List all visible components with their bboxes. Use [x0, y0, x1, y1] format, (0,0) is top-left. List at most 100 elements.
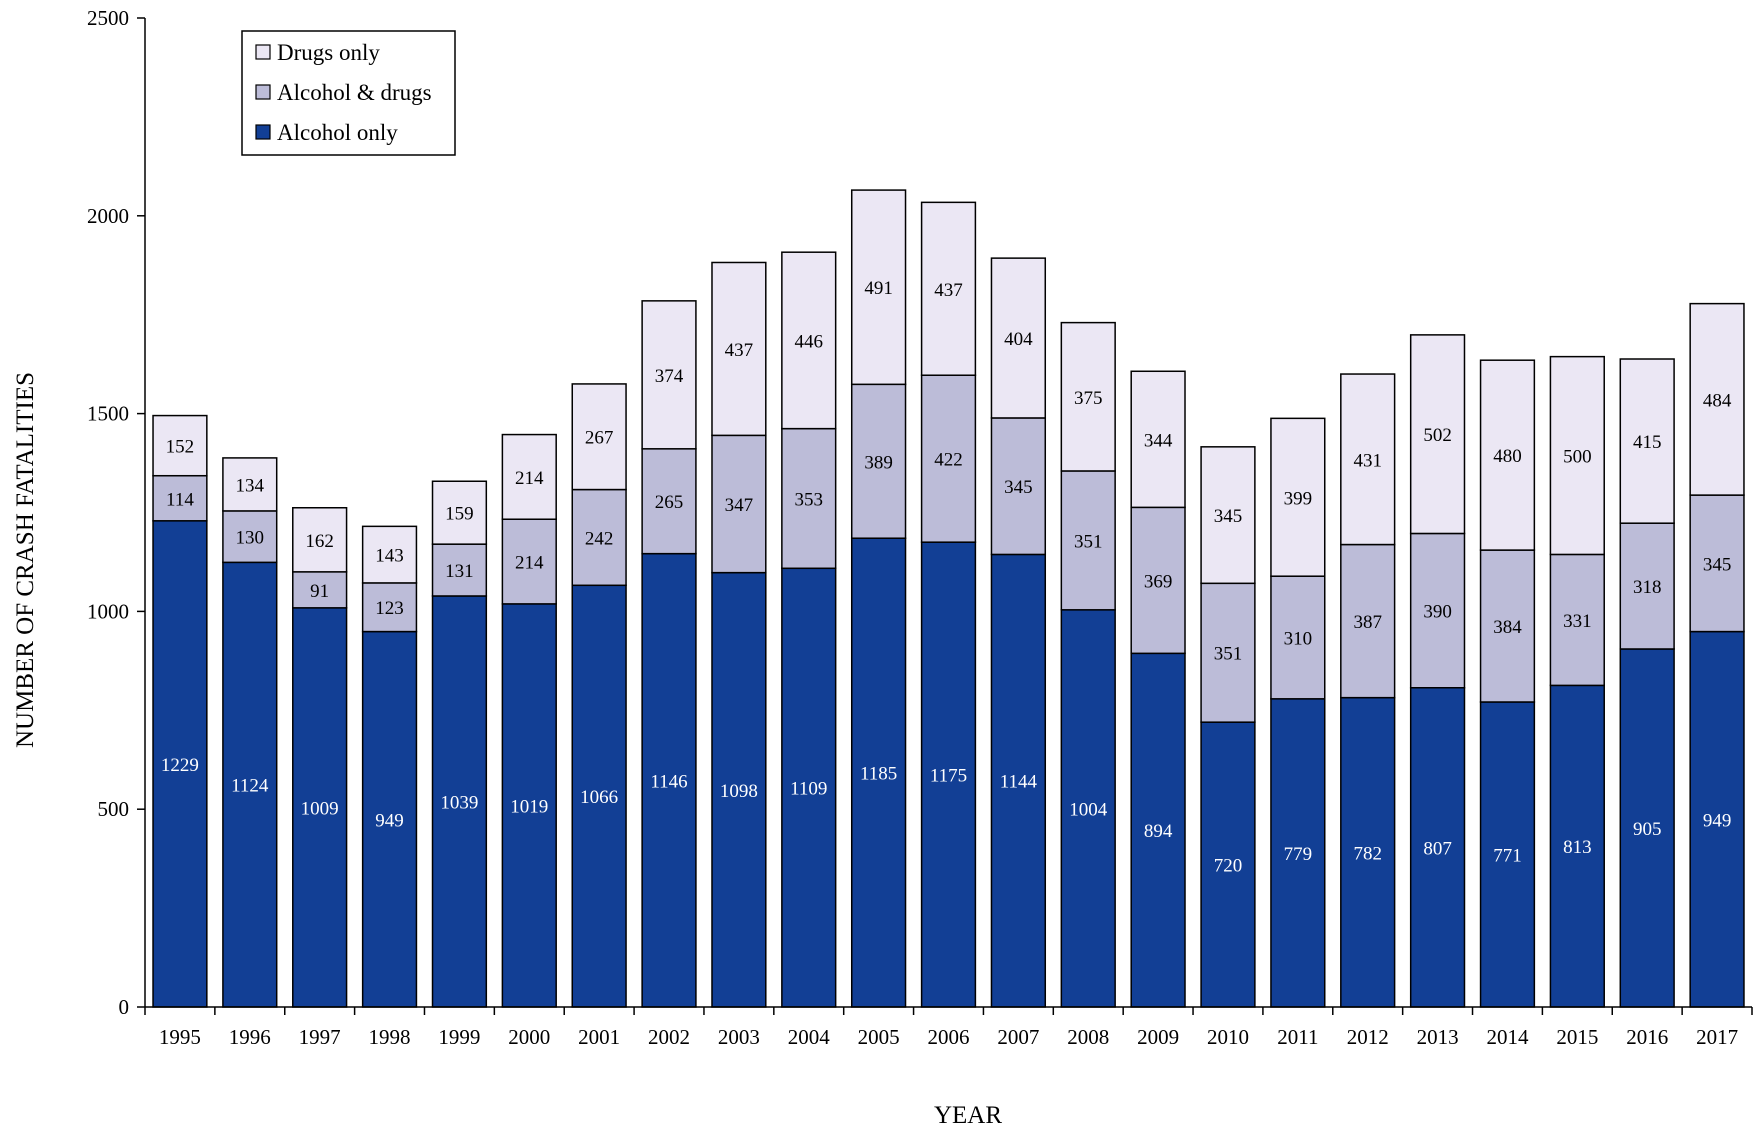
data-label-alcohol-drugs-1999: 131 — [445, 561, 474, 582]
bar-alcohol-drugs-2000 — [501, 518, 557, 605]
x-tick-label: 1995 — [159, 1025, 201, 1049]
data-label-alcohol-drugs-2010: 351 — [1214, 644, 1243, 665]
data-label-drugs-only-2015: 500 — [1563, 447, 1592, 468]
bar-drugs-only-2001 — [571, 383, 627, 491]
data-label-alcohol-only-2015: 813 — [1563, 837, 1592, 858]
bar-drugs-only-2013 — [1409, 334, 1466, 535]
data-label-alcohol-only-2008: 1004 — [1069, 799, 1108, 820]
bar-drugs-only-1998 — [361, 525, 418, 584]
bar-alcohol-drugs-1998 — [361, 582, 418, 633]
bar-drugs-only-2003 — [711, 261, 767, 437]
x-tick-label: 2001 — [578, 1025, 620, 1049]
x-tick-label: 2007 — [997, 1025, 1039, 1049]
data-label-alcohol-drugs-2016: 318 — [1633, 577, 1662, 598]
data-label-drugs-only-2014: 480 — [1493, 446, 1522, 467]
data-label-alcohol-drugs-2002: 265 — [655, 492, 684, 513]
data-label-drugs-only-1995: 152 — [166, 437, 195, 458]
bar-alcohol-only-2001 — [571, 584, 627, 1008]
data-label-alcohol-drugs-1997: 91 — [310, 581, 329, 602]
x-tick-label: 2016 — [1626, 1025, 1668, 1049]
legend-swatch-drugs-only — [255, 44, 271, 60]
data-label-alcohol-drugs-2007: 345 — [1004, 477, 1033, 498]
data-label-drugs-only-1996: 134 — [236, 475, 265, 496]
data-label-alcohol-only-2011: 779 — [1284, 844, 1313, 865]
bar-drugs-only-2007 — [990, 257, 1047, 419]
x-tick-label: 2012 — [1347, 1025, 1389, 1049]
data-label-drugs-only-2001: 267 — [585, 428, 614, 449]
data-label-alcohol-drugs-2013: 390 — [1423, 602, 1452, 623]
data-label-drugs-only-2011: 399 — [1284, 488, 1313, 509]
data-label-drugs-only-2017: 484 — [1703, 390, 1732, 411]
y-tick-label: 500 — [98, 797, 130, 821]
data-label-alcohol-only-2012: 782 — [1353, 843, 1382, 864]
bar-alcohol-drugs-1996 — [222, 510, 278, 564]
data-label-alcohol-drugs-2005: 389 — [864, 452, 893, 473]
legend-label-alcohol-drugs: Alcohol & drugs — [277, 80, 432, 105]
bar-alcohol-only-2000 — [501, 603, 557, 1008]
legend-swatch-alcohol-drugs — [255, 84, 271, 100]
data-label-alcohol-only-2013: 807 — [1423, 838, 1452, 859]
bar-alcohol-drugs-2016 — [1619, 522, 1675, 650]
legend-label-alcohol-only: Alcohol only — [277, 120, 398, 145]
data-label-drugs-only-2006: 437 — [934, 280, 963, 301]
bar-drugs-only-2010 — [1200, 446, 1256, 585]
bar-alcohol-drugs-2001 — [571, 488, 627, 587]
data-label-alcohol-drugs-2000: 214 — [515, 553, 544, 574]
bar-alcohol-only-2012 — [1340, 696, 1396, 1008]
bar-drugs-only-2004 — [781, 251, 837, 430]
data-label-drugs-only-2007: 404 — [1004, 329, 1033, 350]
bar-drugs-only-2014 — [1479, 359, 1536, 551]
bar-alcohol-drugs-2014 — [1479, 549, 1536, 703]
bar-alcohol-only-1996 — [222, 561, 278, 1008]
data-label-drugs-only-2005: 491 — [864, 278, 893, 299]
bar-drugs-only-1997 — [292, 507, 348, 573]
bar-alcohol-only-2008 — [1060, 609, 1116, 1008]
axes-layer: 0 500 1000 1500 2000 2500 1995 1996 1997 1998 1999… — [87, 6, 1753, 1049]
bar-alcohol-drugs-2017 — [1689, 494, 1745, 633]
x-tick-label: 2009 — [1137, 1025, 1179, 1049]
data-label-drugs-only-2012: 431 — [1353, 450, 1382, 471]
bar-drugs-only-2000 — [501, 433, 557, 520]
bar-alcohol-drugs-1995 — [152, 474, 208, 522]
data-label-alcohol-only-2003: 1098 — [720, 781, 758, 802]
data-label-alcohol-only-1997: 1009 — [301, 798, 339, 819]
data-label-alcohol-drugs-2014: 384 — [1493, 617, 1522, 638]
y-axis-title: NUMBER OF CRASH FATALITIES — [12, 372, 39, 748]
data-label-alcohol-drugs-2011: 310 — [1284, 629, 1313, 650]
data-label-alcohol-only-2006: 1175 — [930, 766, 967, 787]
y-tick-label: 1500 — [87, 402, 129, 426]
y-tick-label: 0 — [119, 995, 130, 1019]
data-label-alcohol-only-2007: 1144 — [1000, 772, 1038, 793]
x-tick-label: 2017 — [1696, 1025, 1738, 1049]
legend: Drugs only Alcohol & drugs Alcohol only — [241, 30, 456, 156]
data-label-alcohol-drugs-1998: 123 — [375, 598, 404, 619]
data-label-alcohol-only-1996: 1124 — [231, 776, 269, 797]
data-label-alcohol-only-2004: 1109 — [790, 779, 827, 800]
data-label-drugs-only-2016: 415 — [1633, 432, 1662, 453]
x-tick-label: 2010 — [1207, 1025, 1249, 1049]
legend-label-drugs-only: Drugs only — [277, 40, 380, 65]
x-tick-label: 1999 — [438, 1025, 480, 1049]
data-label-alcohol-only-2005: 1185 — [860, 764, 897, 785]
bar-alcohol-drugs-2002 — [641, 448, 697, 555]
data-label-drugs-only-2008: 375 — [1074, 388, 1103, 409]
bar-drugs-only-2005 — [850, 189, 907, 386]
y-tick-label: 2500 — [87, 6, 129, 30]
bar-alcohol-drugs-2012 — [1340, 543, 1396, 699]
data-label-drugs-only-2004: 446 — [795, 331, 824, 352]
data-label-drugs-only-2002: 374 — [655, 366, 684, 387]
bar-drugs-only-1995 — [152, 414, 208, 477]
bar-alcohol-drugs-2005 — [850, 383, 907, 539]
data-label-alcohol-drugs-2006: 422 — [934, 450, 963, 471]
bar-drugs-only-1999 — [431, 480, 488, 545]
bar-alcohol-only-1995 — [152, 520, 208, 1008]
x-tick-label: 2005 — [858, 1025, 900, 1049]
data-label-drugs-only-1998: 143 — [375, 546, 404, 567]
data-label-alcohol-only-2014: 771 — [1493, 845, 1522, 866]
data-label-alcohol-only-1999: 1039 — [440, 792, 478, 813]
data-label-alcohol-drugs-2009: 369 — [1144, 571, 1173, 592]
x-tick-label: 2015 — [1556, 1025, 1598, 1049]
data-label-drugs-only-2003: 437 — [725, 340, 754, 361]
data-label-alcohol-drugs-2012: 387 — [1353, 612, 1382, 633]
